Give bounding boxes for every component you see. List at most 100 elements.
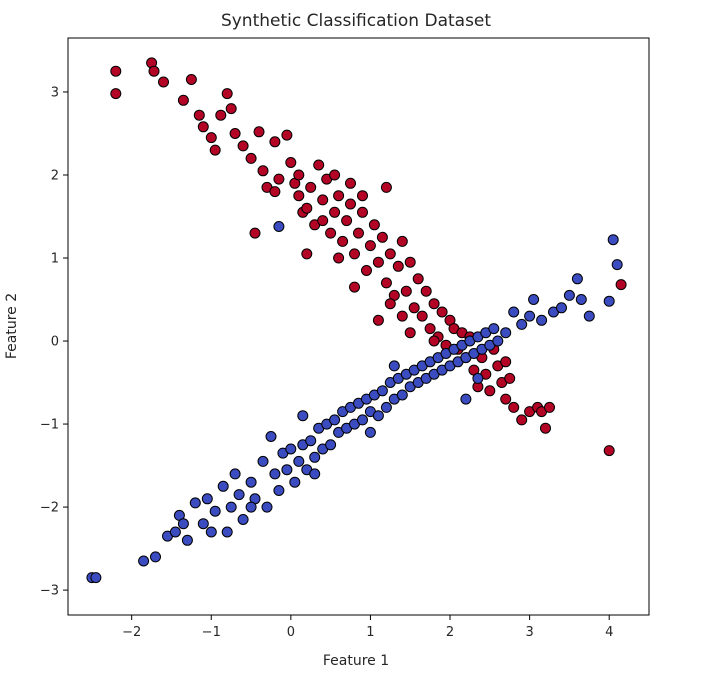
data-point-class-0 — [372, 410, 384, 422]
data-point-class-0 — [488, 323, 500, 335]
data-point-class-0 — [603, 295, 615, 307]
data-point-class-1 — [177, 94, 189, 106]
data-point-class-0 — [556, 302, 567, 314]
data-point-class-1 — [253, 126, 265, 138]
data-point-class-1 — [215, 109, 227, 121]
data-point-class-1 — [285, 157, 297, 168]
data-point-class-1 — [225, 103, 237, 115]
data-point-class-0 — [516, 318, 528, 330]
data-point-class-1 — [384, 248, 396, 260]
data-point-class-1 — [329, 169, 341, 181]
data-point-class-0 — [536, 314, 548, 326]
x-tick-label: 2 — [446, 625, 454, 640]
data-point-class-1 — [516, 414, 528, 426]
x-axis-ticks: −2 −1 0 1 2 3 4 — [122, 615, 613, 640]
data-point-class-1 — [305, 181, 317, 193]
data-point-class-1 — [372, 314, 384, 326]
data-point-class-0 — [273, 221, 285, 232]
x-tick-label: 1 — [366, 625, 374, 640]
data-point-class-1 — [281, 129, 293, 141]
y-axis-label: Feature 2 — [4, 293, 20, 359]
data-point-class-0 — [575, 294, 587, 305]
data-point-class-0 — [281, 464, 293, 476]
data-point-class-1 — [364, 240, 376, 252]
data-point-class-0 — [297, 410, 309, 422]
data-point-class-1 — [245, 152, 257, 164]
data-point-class-0 — [293, 455, 305, 467]
data-point-class-1 — [603, 445, 615, 457]
x-tick-label: −2 — [122, 625, 141, 640]
data-point-class-1 — [412, 273, 424, 285]
data-point-class-1 — [380, 181, 392, 193]
data-point-class-0 — [265, 431, 277, 442]
data-point-class-1 — [436, 306, 448, 318]
data-point-class-1 — [361, 265, 372, 276]
data-point-class-1 — [428, 335, 440, 347]
data-point-class-1 — [269, 136, 281, 148]
data-point-class-0 — [500, 327, 512, 339]
data-point-class-1 — [392, 260, 404, 272]
data-point-class-0 — [90, 572, 102, 584]
data-point-class-1 — [158, 76, 169, 88]
plot-frame — [67, 37, 650, 616]
data-point-class-0 — [508, 306, 520, 318]
data-point-class-1 — [384, 298, 396, 310]
y-tick-label: 0 — [51, 335, 59, 350]
data-point-class-0 — [225, 501, 237, 513]
data-points — [86, 57, 627, 584]
data-point-class-0 — [329, 414, 341, 426]
data-point-class-0 — [285, 443, 297, 455]
data-point-class-1 — [325, 227, 337, 239]
data-point-class-1 — [357, 206, 368, 218]
x-axis-label: Feature 1 — [323, 653, 389, 669]
data-point-class-1 — [408, 302, 420, 314]
data-point-class-1 — [404, 256, 416, 268]
data-point-class-1 — [193, 109, 205, 121]
data-point-class-1 — [540, 422, 551, 434]
data-point-class-0 — [201, 493, 213, 505]
data-point-class-0 — [396, 389, 408, 401]
data-point-class-1 — [341, 215, 353, 227]
chart-title: Synthetic Classification Dataset — [221, 11, 491, 31]
data-point-class-0 — [528, 294, 540, 305]
data-point-class-0 — [472, 372, 484, 384]
data-point-class-1 — [484, 385, 496, 397]
data-point-class-0 — [209, 505, 221, 517]
data-point-class-1 — [269, 186, 281, 198]
data-point-class-1 — [317, 215, 329, 227]
data-point-class-0 — [583, 310, 595, 322]
data-point-class-0 — [233, 489, 245, 501]
data-point-class-1 — [372, 256, 384, 268]
data-point-class-1 — [353, 227, 364, 239]
data-point-class-1 — [317, 194, 329, 206]
data-point-class-1 — [148, 65, 160, 77]
data-point-class-1 — [504, 372, 516, 384]
y-tick-label: 2 — [51, 168, 59, 183]
data-point-class-1 — [615, 279, 627, 291]
y-tick-label: −1 — [40, 418, 59, 433]
data-point-class-1 — [368, 219, 380, 231]
data-point-class-0 — [357, 414, 368, 426]
data-point-class-0 — [289, 476, 301, 488]
data-point-class-0 — [229, 468, 241, 480]
data-point-class-1 — [249, 227, 261, 239]
data-point-class-1 — [416, 310, 428, 322]
data-point-class-1 — [349, 248, 360, 260]
data-point-class-1 — [273, 173, 285, 185]
data-point-class-1 — [396, 235, 408, 247]
data-point-class-1 — [209, 144, 221, 156]
data-point-class-1 — [229, 128, 241, 139]
data-point-class-1 — [420, 285, 432, 297]
data-point-class-0 — [305, 435, 317, 447]
data-point-class-1 — [400, 285, 412, 297]
data-point-class-0 — [309, 451, 321, 463]
data-point-class-1 — [185, 74, 197, 85]
data-point-class-1 — [508, 401, 520, 413]
data-point-class-0 — [571, 273, 583, 285]
x-tick-label: 0 — [287, 625, 295, 640]
data-point-class-0 — [237, 514, 249, 525]
data-point-class-1 — [333, 252, 345, 264]
data-point-class-1 — [197, 121, 209, 133]
